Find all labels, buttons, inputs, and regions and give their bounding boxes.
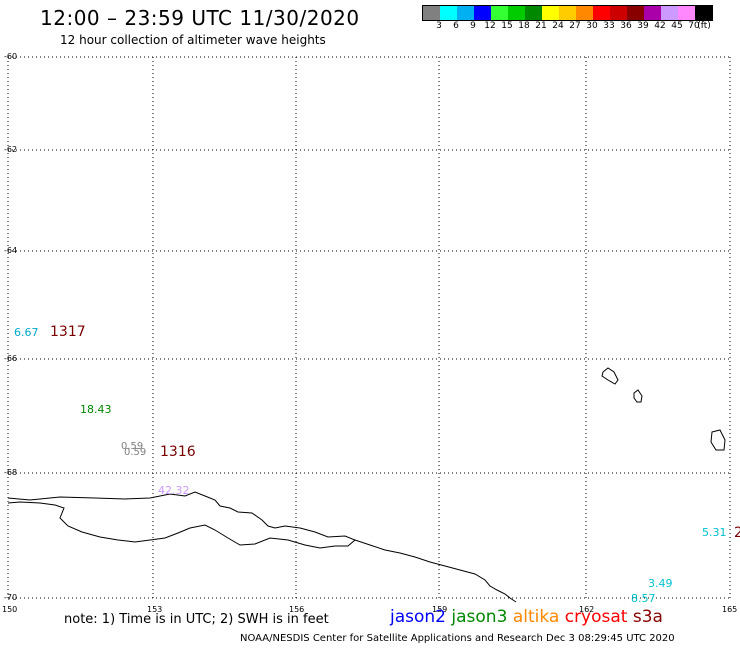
lat-label: -60 — [4, 52, 18, 61]
lon-label: 153 — [147, 605, 163, 614]
legend-swatch — [678, 6, 695, 20]
legend-swatch — [491, 6, 508, 20]
island-2 — [633, 389, 643, 403]
swh-observation: 3.49 — [648, 577, 673, 590]
sat-cryosat: cryosat — [564, 607, 628, 627]
legend-label: 33 — [603, 21, 615, 31]
legend-label: 12 — [484, 21, 496, 31]
color-legend — [422, 5, 713, 21]
legend-swatch — [457, 6, 474, 20]
legend-label: (ft) — [697, 21, 711, 31]
credit-line: NOAA/NESDIS Center for Satellite Applica… — [240, 633, 675, 644]
satellite-legend: jason2 jason3 altika cryosat s3a — [390, 607, 663, 627]
legend-label: 39 — [637, 21, 649, 31]
swh-observation: 5.31 — [702, 526, 727, 539]
swh-observation: 8.57 — [631, 592, 656, 605]
antarctic-coastline — [7, 367, 726, 603]
sat-jason3: jason3 — [451, 607, 508, 627]
pass-number: 2 — [734, 525, 740, 541]
swh-observation: 6.67 — [14, 326, 39, 339]
legend-swatch — [695, 6, 712, 20]
legend-label: 30 — [586, 21, 598, 31]
lat-label: -62 — [4, 145, 18, 154]
legend-swatch — [474, 6, 491, 20]
legend-label: 24 — [552, 21, 564, 31]
island-1 — [601, 367, 619, 385]
lon-label: 150 — [2, 605, 18, 614]
graticule — [7, 56, 731, 600]
legend-label: 15 — [501, 21, 513, 31]
pass-number: 1316 — [160, 444, 196, 460]
swh-observation: 18.43 — [80, 403, 112, 416]
pass-number: 1317 — [50, 324, 86, 340]
legend-label: 21 — [535, 21, 547, 31]
sat-s3a: s3a — [632, 607, 663, 627]
legend-swatch — [508, 6, 525, 20]
lon-label: 159 — [432, 605, 448, 614]
sat-altika: altika — [512, 607, 560, 627]
lat-label: -66 — [4, 354, 18, 363]
sat-jason2: jason2 — [390, 607, 446, 627]
footer-note: note: 1) Time is in UTC; 2) SWH is in fe… — [64, 612, 329, 627]
legend-swatch — [610, 6, 627, 20]
color-legend-labels: 3 6 9 12 15 18 21 24 27 30 33 36 39 42 45 70 (ft) — [422, 21, 740, 33]
legend-swatch — [525, 6, 542, 20]
legend-label: 36 — [620, 21, 632, 31]
lat-label: -70 — [4, 593, 18, 602]
legend-swatch — [542, 6, 559, 20]
swh-observation: 42.32 — [158, 484, 190, 497]
legend-swatch — [576, 6, 593, 20]
legend-label: 3 — [436, 21, 442, 31]
lon-label: 156 — [289, 605, 305, 614]
legend-swatch — [644, 6, 661, 20]
legend-label: 6 — [453, 21, 459, 31]
legend-label: 45 — [671, 21, 683, 31]
legend-label: 42 — [654, 21, 666, 31]
lon-label: 162 — [579, 605, 595, 614]
coastline-path — [7, 491, 356, 549]
legend-swatch — [627, 6, 644, 20]
legend-label: 70 — [688, 21, 700, 31]
lat-label: -64 — [4, 246, 18, 255]
legend-swatch — [661, 6, 678, 20]
legend-swatch — [423, 6, 440, 20]
map-title: 12:00 – 23:59 UTC 11/30/2020 — [40, 6, 360, 30]
lon-label: 165 — [722, 605, 738, 614]
legend-swatch — [593, 6, 610, 20]
swh-observation: 0.59 — [121, 441, 144, 452]
legend-label: 18 — [518, 21, 530, 31]
legend-swatch — [559, 6, 576, 20]
legend-label: 27 — [569, 21, 581, 31]
legend-label: 9 — [470, 21, 476, 31]
coastline-path-east — [354, 539, 517, 603]
legend-swatch — [440, 6, 457, 20]
map-subtitle: 12 hour collection of altimeter wave hei… — [60, 33, 326, 47]
island-3 — [710, 429, 726, 451]
swh-observation: 0.59 — [124, 447, 147, 458]
lat-label: -68 — [4, 468, 18, 477]
